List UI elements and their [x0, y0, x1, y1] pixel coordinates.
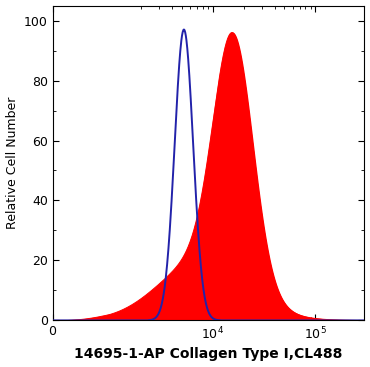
X-axis label: 14695-1-AP Collagen Type I,CL488: 14695-1-AP Collagen Type I,CL488 — [74, 348, 343, 361]
Y-axis label: Relative Cell Number: Relative Cell Number — [6, 97, 18, 229]
